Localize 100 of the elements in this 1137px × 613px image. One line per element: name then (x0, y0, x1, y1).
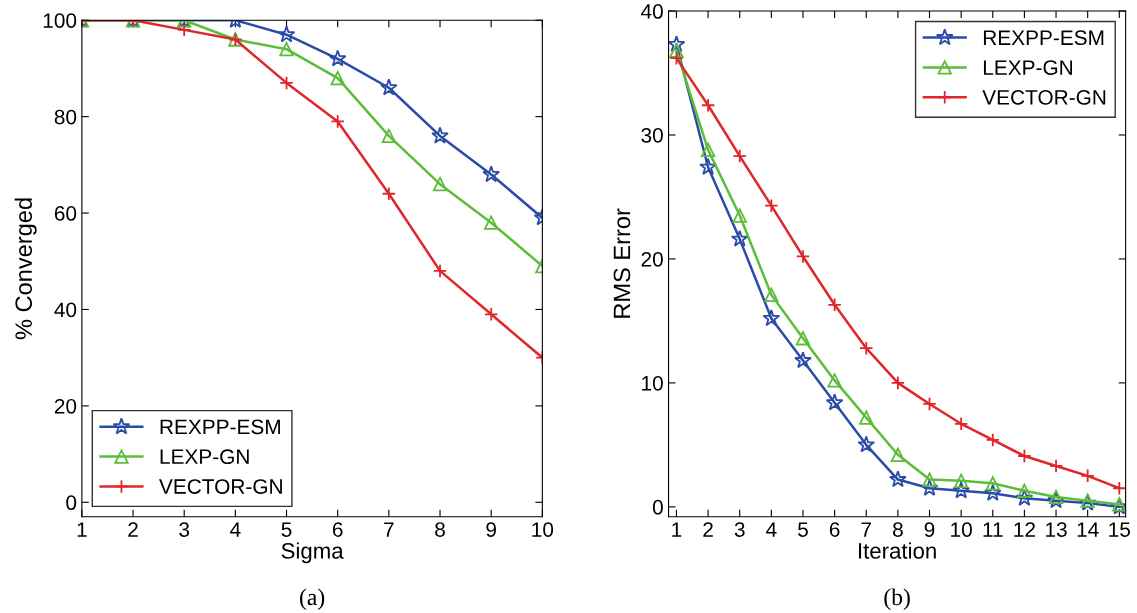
point (985, 476, 1000, 491)
x-axis-title: Sigma (281, 542, 344, 564)
text: (a) (300, 588, 325, 610)
x-tick-label: 10 (951, 522, 972, 537)
point (764, 198, 779, 213)
x-tick-label: 4 (230, 522, 241, 537)
text: (b) (884, 588, 910, 610)
point (730, 229, 749, 247)
x-tick-label: 4 (766, 522, 777, 537)
y-tick-label: 20 (54, 398, 77, 414)
point (669, 43, 684, 58)
x-tick-label: 9 (486, 522, 496, 537)
point (431, 126, 449, 144)
point (669, 50, 684, 66)
x-tick-label: 6 (332, 522, 343, 537)
point (328, 49, 347, 67)
point (922, 396, 937, 412)
point (1048, 458, 1064, 474)
point (700, 98, 716, 113)
point (380, 78, 398, 96)
y-axis-title: % Converged (14, 198, 37, 340)
point (889, 470, 907, 488)
point (432, 263, 448, 279)
point (330, 70, 345, 86)
x-tick-label: 15 (1109, 522, 1131, 537)
x-tick-label: 7 (861, 522, 871, 537)
legend-label: LEXP-GN (983, 60, 1073, 75)
y-tick-label: 0 (652, 499, 663, 515)
point (277, 25, 296, 43)
y-tick-label: 20 (641, 251, 663, 267)
x-tick-label: 9 (924, 522, 935, 537)
point (827, 373, 842, 388)
point (1017, 448, 1032, 464)
x-tick-label: 14 (1077, 522, 1099, 537)
point (983, 483, 1002, 501)
point (1112, 481, 1126, 496)
x-tick-label: 8 (435, 522, 445, 537)
x-tick-label: 6 (829, 522, 840, 537)
point (794, 351, 812, 369)
point (952, 481, 970, 499)
point (890, 447, 906, 462)
x-tick-label: 5 (798, 522, 808, 537)
point (432, 176, 448, 192)
point (985, 432, 1000, 448)
y-tick-label: 30 (641, 127, 663, 143)
x-tick-label: 13 (1046, 522, 1067, 537)
point (330, 114, 345, 129)
y-tick-label: 40 (641, 4, 663, 19)
point (859, 341, 874, 356)
point (795, 249, 811, 264)
x-tick-label: 11 (983, 522, 1003, 537)
point (890, 375, 906, 391)
point (668, 35, 686, 53)
point (279, 41, 294, 57)
y-tick-label: 60 (54, 206, 77, 221)
point (922, 472, 937, 487)
point (825, 393, 844, 411)
legend-label: VECTOR-GN (982, 90, 1106, 105)
point (857, 435, 876, 453)
x-tick-label: 3 (734, 522, 745, 537)
point (1080, 468, 1095, 484)
point (827, 297, 842, 312)
x-tick-label: 12 (1014, 522, 1035, 537)
x-tick-label: 7 (384, 522, 394, 537)
y-tick-label: 0 (66, 495, 77, 511)
point (700, 142, 716, 158)
point (381, 186, 397, 201)
point (482, 165, 501, 183)
point (1047, 491, 1065, 509)
point (762, 309, 781, 327)
legend-label: VECTOR-GN (159, 479, 282, 494)
legend-label: REXPP-ESM (983, 30, 1104, 46)
point (953, 416, 969, 431)
x-tick-label: 1 (672, 522, 682, 537)
x-tick-label: 8 (893, 522, 903, 537)
point (177, 22, 192, 38)
point (699, 157, 717, 175)
x-tick-label: 10 (532, 522, 554, 537)
x-tick-label: 5 (281, 522, 292, 537)
point (795, 331, 811, 346)
x-tick-label: 3 (179, 522, 190, 537)
point (484, 307, 499, 322)
y-axis-title: RMS Error (613, 208, 631, 318)
point (1048, 489, 1064, 505)
point (953, 473, 969, 488)
legend-label: REXPP-ESM (160, 419, 280, 435)
point (484, 215, 499, 230)
point (1017, 483, 1032, 498)
legend-label: LEXP-GN (160, 449, 249, 465)
point (732, 148, 747, 164)
y-tick-label: 10 (642, 375, 663, 391)
point (381, 128, 397, 144)
point (279, 75, 294, 91)
y-tick-label: 40 (54, 302, 77, 318)
point (920, 479, 939, 496)
point (764, 287, 779, 303)
x-axis-title: Iteration (859, 542, 936, 559)
point (732, 208, 747, 223)
x-tick-label: 2 (703, 522, 713, 537)
x-tick-label: 2 (128, 522, 138, 537)
